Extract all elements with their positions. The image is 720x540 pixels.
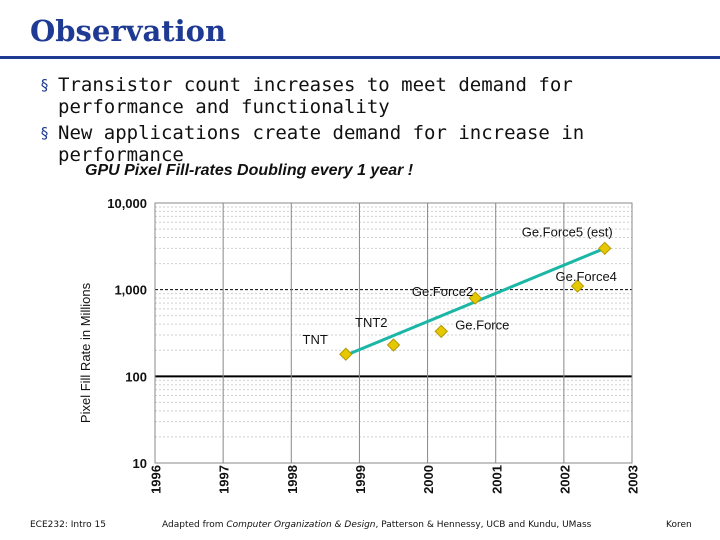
bullet-marker: §	[40, 124, 50, 142]
data-point-label: Ge.Force	[455, 317, 509, 332]
data-point-marker	[386, 338, 401, 352]
bullet-text: Transistor count increases to meet deman…	[58, 74, 573, 118]
title-underline	[0, 56, 720, 59]
data-point-label: Ge.Force2	[412, 284, 473, 299]
data-point-marker	[570, 279, 585, 293]
x-tick-label: 1999	[353, 465, 368, 494]
footer-course: ECE232: Intro 15	[30, 520, 106, 530]
x-tick-label: 1996	[149, 465, 164, 494]
x-tick-label: 1997	[217, 465, 232, 494]
data-point-label: Ge.Force4	[555, 269, 616, 284]
footer-credit: Adapted from Computer Organization & Des…	[162, 520, 592, 530]
bullet-list: § Transistor count increases to meet dem…	[40, 74, 700, 170]
data-point-label: TNT2	[355, 315, 388, 330]
data-point-marker	[598, 241, 612, 256]
bullet-text: New applications create demand for incre…	[58, 122, 585, 166]
data-point-marker	[468, 291, 482, 305]
x-tick-label: 2001	[489, 465, 504, 494]
bullet-item: § New applications create demand for inc…	[40, 122, 700, 166]
chart-title: GPU Pixel Fill-rates Doubling every 1 ye…	[85, 162, 414, 179]
x-tick-label: 2000	[421, 465, 436, 494]
y-tick-label: 10,000	[107, 196, 147, 211]
plot-frame	[154, 202, 633, 464]
x-tick-label: 2002	[557, 465, 572, 494]
fill-rate-chart: 10 100 1,000 10,000 1996 1997 1998 1999 2000 2001…	[78, 196, 641, 494]
data-point-marker	[434, 324, 448, 339]
data-point-label: Ge.Force5 (est)	[522, 224, 613, 239]
y-tick-label: 1,000	[114, 283, 147, 298]
y-tick-label: 100	[125, 369, 147, 384]
bullet-marker: §	[40, 76, 50, 94]
data-point-label: TNT	[303, 332, 328, 347]
slide-title: Observation	[30, 14, 227, 48]
x-tick-label: 1998	[285, 465, 300, 494]
bullet-item: § Transistor count increases to meet dem…	[40, 74, 700, 118]
y-tick-label: 10	[133, 456, 147, 471]
data-point-marker	[339, 347, 353, 361]
x-tick-label: 2003	[626, 465, 641, 494]
y-axis-label: Pixel Fill Rate in Millions	[78, 282, 93, 423]
footer-author: Koren	[666, 520, 692, 530]
